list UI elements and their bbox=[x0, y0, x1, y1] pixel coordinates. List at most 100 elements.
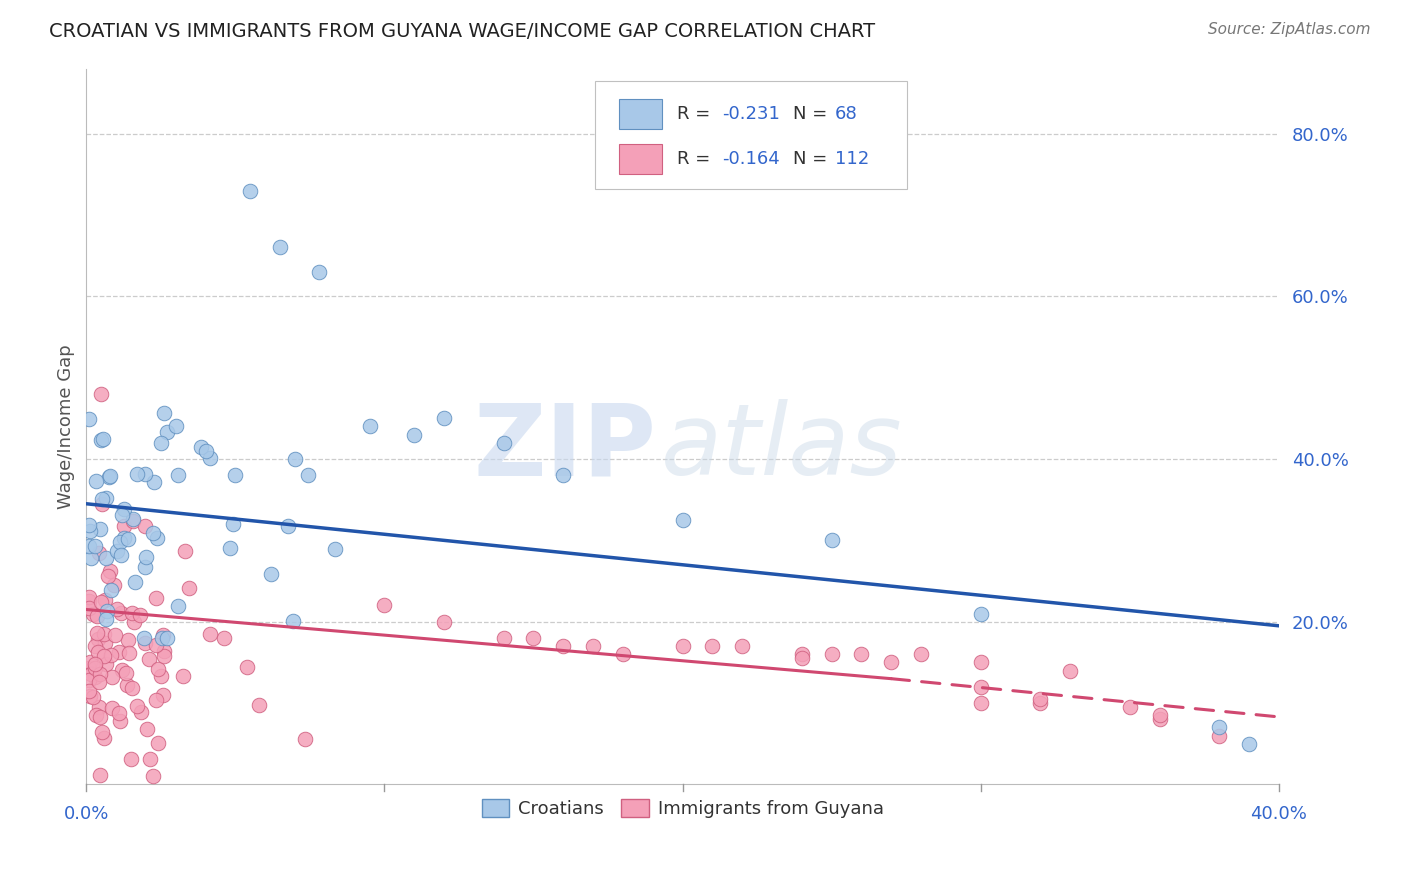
Point bbox=[247, 698, 270, 713]
Point bbox=[125, 698, 148, 713]
Point bbox=[77, 601, 100, 615]
Point bbox=[1029, 692, 1052, 706]
Point bbox=[108, 714, 131, 729]
Point bbox=[165, 419, 187, 434]
Point bbox=[77, 661, 100, 675]
Point bbox=[112, 531, 135, 545]
Point bbox=[155, 425, 177, 439]
Point bbox=[153, 649, 176, 664]
Point bbox=[87, 700, 110, 714]
Point bbox=[522, 631, 544, 645]
Point bbox=[167, 599, 190, 613]
Point bbox=[91, 491, 114, 506]
Point bbox=[359, 419, 381, 434]
Point bbox=[90, 595, 112, 609]
Point bbox=[179, 581, 201, 595]
Point bbox=[174, 544, 197, 558]
Point bbox=[77, 594, 100, 608]
Point bbox=[111, 508, 134, 522]
Point bbox=[121, 514, 143, 528]
Point bbox=[90, 724, 112, 739]
Point bbox=[1029, 696, 1052, 710]
Point bbox=[82, 607, 104, 621]
Point bbox=[969, 656, 991, 670]
Point bbox=[89, 710, 111, 724]
Point bbox=[145, 532, 167, 546]
Point bbox=[553, 468, 575, 483]
Point bbox=[671, 513, 693, 527]
Point bbox=[84, 475, 107, 489]
Text: -0.164: -0.164 bbox=[721, 151, 779, 169]
Point bbox=[134, 559, 156, 574]
Point bbox=[851, 647, 873, 661]
Point bbox=[433, 411, 456, 425]
Text: N =: N = bbox=[793, 105, 834, 123]
Point bbox=[146, 662, 169, 676]
Point bbox=[108, 644, 131, 658]
Point bbox=[79, 524, 101, 539]
Point bbox=[731, 639, 754, 653]
Point bbox=[117, 532, 139, 546]
Point bbox=[152, 688, 174, 702]
Point bbox=[492, 631, 515, 645]
Text: 40.0%: 40.0% bbox=[1250, 805, 1308, 822]
Point bbox=[145, 591, 167, 606]
Text: N =: N = bbox=[793, 151, 834, 169]
Point bbox=[373, 599, 395, 613]
Point bbox=[94, 636, 117, 650]
FancyBboxPatch shape bbox=[619, 145, 662, 175]
Point bbox=[149, 669, 172, 683]
Point bbox=[212, 632, 235, 646]
Text: 0.0%: 0.0% bbox=[63, 805, 110, 822]
Point bbox=[91, 432, 114, 446]
Point bbox=[90, 434, 112, 448]
Point bbox=[79, 656, 101, 670]
Point bbox=[98, 469, 121, 483]
Point bbox=[969, 607, 991, 621]
Point bbox=[134, 518, 156, 533]
Point bbox=[91, 497, 114, 511]
Point bbox=[97, 569, 120, 583]
Point bbox=[910, 647, 932, 661]
Point bbox=[702, 639, 724, 653]
Point bbox=[87, 645, 110, 659]
Point bbox=[94, 551, 117, 566]
Point bbox=[111, 663, 134, 677]
Point bbox=[1118, 700, 1140, 714]
Point bbox=[112, 502, 135, 516]
Point bbox=[492, 435, 515, 450]
Point bbox=[108, 706, 131, 721]
Point bbox=[77, 539, 100, 553]
Point bbox=[105, 602, 128, 616]
Point bbox=[94, 657, 117, 671]
Point bbox=[308, 265, 330, 279]
Point bbox=[112, 519, 135, 533]
Point bbox=[152, 628, 174, 642]
Point bbox=[146, 736, 169, 750]
Point bbox=[121, 681, 143, 695]
Point bbox=[880, 656, 903, 670]
Text: 112: 112 bbox=[835, 151, 869, 169]
Point bbox=[200, 627, 222, 641]
Point bbox=[121, 511, 143, 525]
Point bbox=[820, 647, 842, 661]
Point bbox=[198, 451, 221, 466]
Point bbox=[93, 593, 115, 607]
Point bbox=[135, 549, 157, 564]
Point bbox=[86, 609, 108, 624]
Point bbox=[142, 475, 165, 489]
Point bbox=[121, 607, 143, 621]
Point bbox=[110, 535, 132, 549]
Point bbox=[96, 604, 118, 618]
Point bbox=[142, 525, 165, 540]
Point bbox=[222, 517, 245, 532]
Point bbox=[284, 452, 307, 467]
Point bbox=[820, 533, 842, 548]
Point bbox=[138, 752, 160, 766]
Point bbox=[138, 652, 160, 666]
Point bbox=[553, 639, 575, 653]
Point bbox=[582, 639, 605, 653]
FancyBboxPatch shape bbox=[596, 80, 907, 189]
Point bbox=[790, 651, 813, 665]
Point bbox=[77, 518, 100, 533]
